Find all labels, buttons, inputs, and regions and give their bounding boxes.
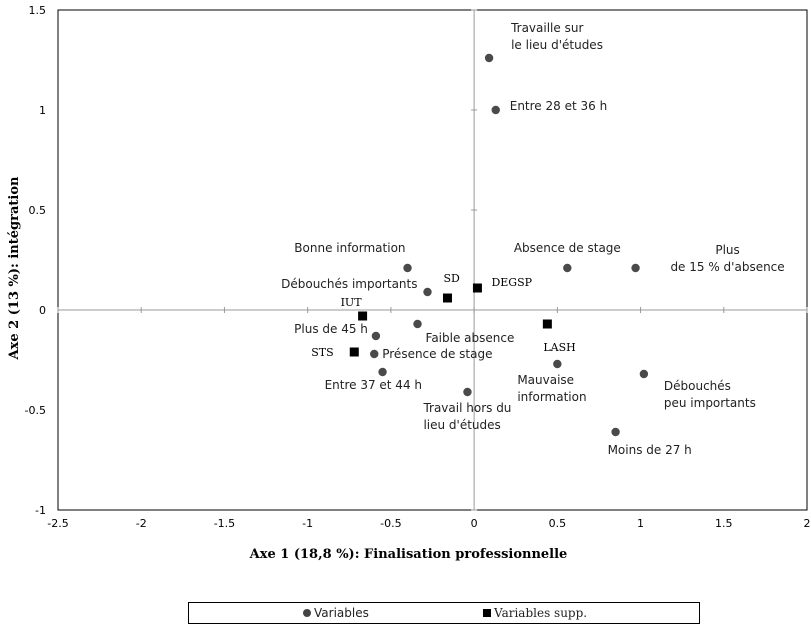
point-label: Entre 28 et 36 h xyxy=(510,99,607,113)
point-label: Plus de 45 h xyxy=(294,322,368,336)
y-tick-label: -0.5 xyxy=(25,404,46,417)
point-variable-supp xyxy=(472,283,482,293)
point-label: Faible absence xyxy=(426,331,515,345)
point-variable xyxy=(371,331,381,341)
y-axis-title: Axe 2 (13 %): intégration xyxy=(7,176,22,360)
x-axis-title: Axe 1 (18,8 %): Finalisation professionn… xyxy=(249,547,568,562)
plot-frame xyxy=(57,9,808,511)
x-tick-label: -0.5 xyxy=(380,517,401,530)
point-variable-supp xyxy=(349,347,359,357)
point-variable-supp xyxy=(358,311,368,321)
point-variable xyxy=(491,105,500,115)
point-label: Débouchés importants xyxy=(281,277,417,291)
legend-item-variables: Variables xyxy=(303,606,369,620)
y-tick-label: 1.5 xyxy=(29,4,47,17)
point-label: Mauvaise information xyxy=(517,373,586,404)
point-variable xyxy=(611,427,620,437)
x-tick-label: 1.5 xyxy=(715,517,733,530)
point-label: Travaille sur le lieu d'études xyxy=(510,21,603,52)
circle-marker-icon xyxy=(303,609,311,617)
legend-label-variables: Variables xyxy=(314,606,369,620)
legend-label-variables-supp: Variables supp. xyxy=(494,606,588,620)
point-variable xyxy=(370,349,379,359)
supp-point-label: LASH xyxy=(543,341,575,354)
point-variable xyxy=(484,53,494,63)
x-tick-label: -2 xyxy=(136,517,147,530)
x-tick-label: 0 xyxy=(471,517,478,530)
point-label: Travail hors du lieu d'études xyxy=(422,401,511,432)
x-tick-label: 1 xyxy=(637,517,644,530)
point-variable xyxy=(631,263,640,273)
point-label: Bonne information xyxy=(294,241,405,255)
legend-item-variables-supp: Variables supp. xyxy=(483,606,587,620)
point-variable xyxy=(563,263,572,273)
x-tick-label: 0.5 xyxy=(549,517,567,530)
x-tick-label: 2 xyxy=(804,517,811,530)
point-label: Débouchés peu importants xyxy=(664,379,756,410)
y-tick-label: -1 xyxy=(35,504,46,517)
point-variable xyxy=(423,287,432,297)
point-label: Absence de stage xyxy=(514,241,621,255)
supp-point-label: DEGSP xyxy=(491,276,532,289)
supp-point-label: SD xyxy=(443,272,460,285)
supp-point-label: STS xyxy=(311,346,333,359)
x-tick-label: -2.5 xyxy=(47,517,68,530)
scatter-chart: -2.5 -2 -1.5 -1 -0.5 0 0.5 1 1.5 21.510.50-0.5-1 … xyxy=(7,4,811,562)
y-tick-label: 1 xyxy=(39,104,46,117)
y-tick-label: 0.5 xyxy=(29,204,47,217)
square-marker-icon xyxy=(483,609,491,617)
point-label: Plus de 15 % d'absence xyxy=(670,243,784,274)
x-tick-label: -1 xyxy=(302,517,313,530)
x-tick-label: -1.5 xyxy=(214,517,235,530)
point-variable xyxy=(378,367,387,377)
point-label: Moins de 27 h xyxy=(608,443,692,457)
y-tick-label: 0 xyxy=(39,304,46,317)
point-variable xyxy=(553,359,562,369)
point-variable-supp xyxy=(442,293,452,303)
point-variable-supp xyxy=(542,319,552,329)
point-variable xyxy=(639,369,649,379)
legend: Variables Variables supp. xyxy=(188,602,700,624)
point-variable xyxy=(463,387,472,397)
point-label: Présence de stage xyxy=(382,347,492,361)
supp-point-label: IUT xyxy=(341,296,363,309)
point-variable xyxy=(413,319,422,329)
point-variable xyxy=(403,263,412,273)
point-label: Entre 37 et 44 h xyxy=(325,378,422,392)
